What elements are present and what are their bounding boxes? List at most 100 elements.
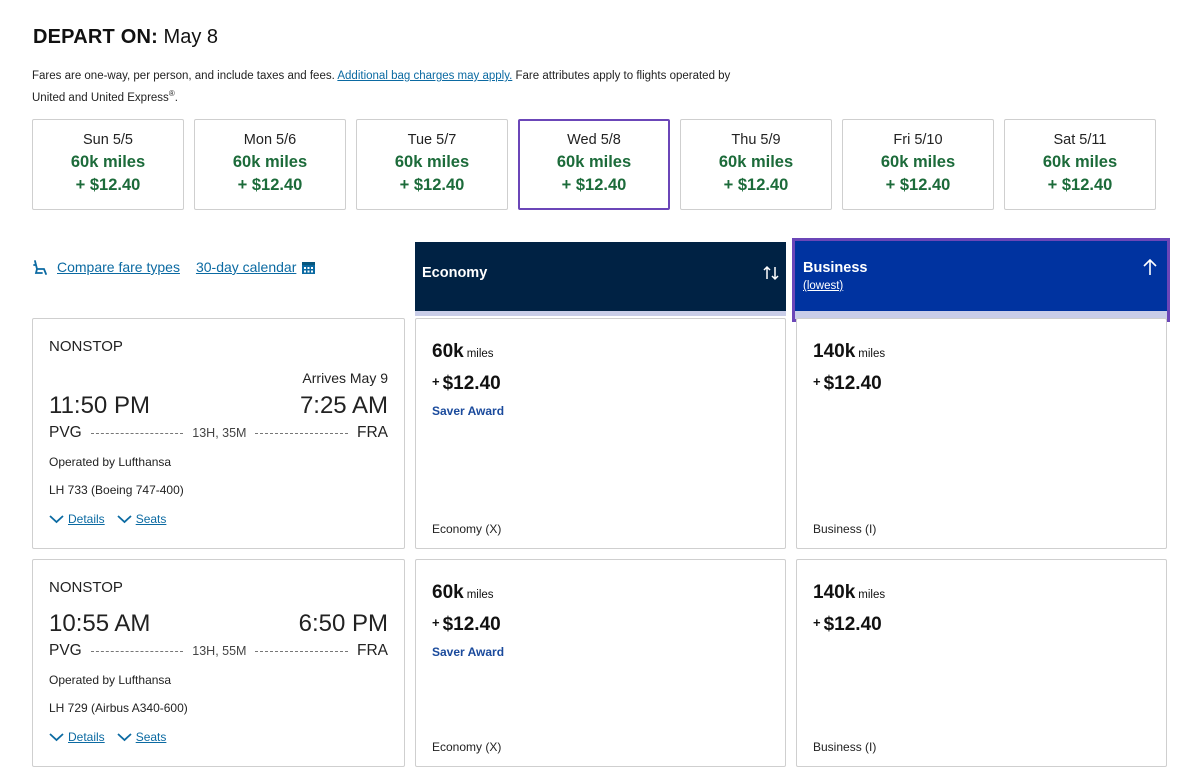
date-price: + $12.40 [723, 176, 789, 194]
destination-code: FRA [357, 424, 388, 441]
business-fare-cell[interactable]: 140k miles + $12.40 Business (I) [796, 559, 1167, 767]
date-price: + $12.40 [75, 176, 141, 194]
date-card-fri[interactable]: Fri 5/10 60k miles + $12.40 [842, 119, 994, 210]
destination-code: FRA [357, 642, 388, 659]
origin-code: PVG [49, 424, 82, 441]
economy-fare-cell[interactable]: 60k miles + $12.40 Saver Award Economy (X) [415, 318, 786, 549]
business-header-sort-note[interactable]: (lowest) [803, 280, 844, 292]
stops-label: NONSTOP [49, 338, 123, 355]
date-miles: 60k miles [556, 153, 632, 171]
bag-charges-link[interactable]: Additional bag charges may apply. [337, 70, 513, 82]
route-dash [255, 432, 348, 434]
saver-award-label: Saver Award [432, 645, 505, 659]
date-miles: 60k miles [70, 153, 146, 171]
depart-label: DEPART ON: [33, 26, 158, 48]
fare-tax: + $12.40 [813, 614, 882, 635]
route-dash [255, 650, 348, 652]
chevron-down-icon [117, 515, 132, 524]
date-label: Sun 5/5 [83, 132, 133, 148]
date-card-tue[interactable]: Tue 5/7 60k miles + $12.40 [356, 119, 508, 210]
fare-note-end: . [174, 91, 178, 104]
date-card-sat[interactable]: Sat 5/11 60k miles + $12.40 [1004, 119, 1156, 210]
details-toggle[interactable]: Details [49, 512, 105, 526]
date-miles: 60k miles [1042, 153, 1118, 171]
details-label: Details [68, 512, 105, 526]
date-price: + $12.40 [1047, 176, 1113, 194]
details-toggle[interactable]: Details [49, 730, 105, 744]
arrival-date-note: Arrives May 9 [302, 370, 388, 386]
business-column-header[interactable]: Business (lowest) [792, 238, 1170, 322]
fare-note-suffix: Fare attributes apply to flights operate… [32, 70, 731, 104]
date-label: Fri 5/10 [893, 132, 943, 148]
fare-miles: 140k miles [813, 341, 886, 362]
aircraft: LH 729 (Airbus A340-600) [49, 701, 188, 715]
calendar-link[interactable]: 30-day calendar [195, 258, 297, 275]
chevron-down-icon [49, 515, 64, 524]
duration: 13H, 35M [192, 426, 247, 440]
seats-toggle[interactable]: Seats [117, 512, 167, 526]
business-header-label: Business [803, 260, 868, 276]
route-line: PVG 13H, 55M FRA [49, 642, 388, 660]
departure-time: 11:50 PM [49, 392, 150, 419]
flight-actions: Details Seats [49, 730, 166, 744]
date-price: + $12.40 [237, 176, 303, 194]
stops-label: NONSTOP [49, 579, 123, 596]
fare-note: Fares are one-way, per person, and inclu… [32, 68, 752, 107]
date-miles: 60k miles [232, 153, 308, 171]
date-selector: Sun 5/5 60k miles + $12.40 Mon 5/6 60k m… [32, 119, 1156, 210]
route-dash [90, 432, 184, 434]
date-miles: 60k miles [718, 153, 794, 171]
depart-date: May 8 [163, 26, 218, 48]
route-line: PVG 13H, 35M FRA [49, 424, 388, 442]
fare-note-prefix: Fares are one-way, per person, and inclu… [32, 70, 335, 82]
arrival-time: 7:25 AM [299, 392, 388, 419]
date-miles: 60k miles [394, 153, 470, 171]
date-label: Thu 5/9 [731, 132, 781, 148]
date-price: + $12.40 [399, 176, 465, 194]
economy-header-label: Economy [422, 265, 488, 281]
compare-fare-types-link[interactable]: Compare fare types [57, 258, 180, 275]
fare-class: Business (I) [813, 522, 877, 536]
fare-miles: 60k miles [432, 582, 494, 603]
economy-column-header[interactable]: Economy [415, 242, 786, 316]
business-header-bar [795, 311, 1167, 319]
fare-miles: 140k miles [813, 582, 886, 603]
sort-icon[interactable] [762, 264, 780, 287]
date-card-thu[interactable]: Thu 5/9 60k miles + $12.40 [680, 119, 832, 210]
date-card-mon[interactable]: Mon 5/6 60k miles + $12.40 [194, 119, 346, 210]
chevron-down-icon [49, 733, 64, 742]
origin-code: PVG [49, 642, 82, 659]
date-label: Wed 5/8 [567, 132, 621, 148]
seat-icon [32, 258, 49, 276]
registered-mark: ® [168, 89, 175, 98]
fare-class: Economy (X) [432, 740, 502, 754]
seats-label: Seats [135, 512, 167, 526]
economy-header-bar [415, 311, 786, 316]
seats-toggle[interactable]: Seats [117, 730, 167, 744]
fare-tax: + $12.40 [813, 373, 882, 394]
arrival-time: 6:50 PM [298, 610, 388, 637]
depart-heading: DEPART ON: May 8 [33, 26, 218, 49]
operator: Operated by Lufthansa [49, 455, 172, 469]
flight-row: NONSTOP 10:55 AM 6:50 PM PVG 13H, 55M FR… [32, 559, 405, 767]
calendar-icon[interactable] [301, 259, 316, 276]
date-card-sun[interactable]: Sun 5/5 60k miles + $12.40 [32, 119, 184, 210]
business-fare-cell[interactable]: 140k miles + $12.40 Business (I) [796, 318, 1167, 549]
duration: 13H, 55M [192, 644, 247, 658]
operator: Operated by Lufthansa [49, 673, 172, 687]
fare-class: Business (I) [813, 740, 877, 754]
aircraft: LH 733 (Boeing 747-400) [49, 483, 184, 497]
economy-fare-cell[interactable]: 60k miles + $12.40 Saver Award Economy (X) [415, 559, 786, 767]
seats-label: Seats [135, 730, 167, 744]
date-label: Tue 5/7 [407, 132, 457, 148]
date-card-wed-selected[interactable]: Wed 5/8 60k miles + $12.40 [518, 119, 670, 210]
flight-actions: Details Seats [49, 512, 166, 526]
date-price: + $12.40 [561, 176, 627, 194]
saver-award-label: Saver Award [432, 404, 505, 418]
chevron-down-icon [117, 733, 132, 742]
flight-row: NONSTOP Arrives May 9 11:50 PM 7:25 AM P… [32, 318, 405, 549]
date-price: + $12.40 [885, 176, 951, 194]
arrow-up-icon[interactable] [1142, 258, 1158, 281]
route-dash [90, 650, 184, 652]
fare-tax: + $12.40 [432, 373, 501, 394]
